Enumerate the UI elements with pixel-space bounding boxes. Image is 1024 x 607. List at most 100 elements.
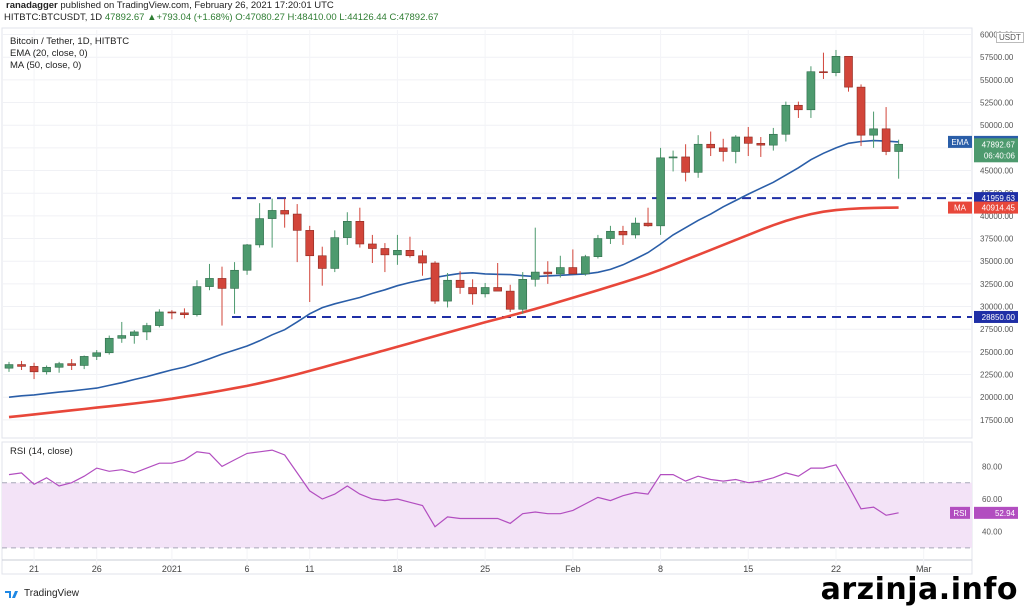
candle-body xyxy=(368,243,377,249)
candle-body xyxy=(292,213,302,231)
ema-legend[interactable]: EMA (20, close, 0) xyxy=(10,48,88,59)
time-tick-label: 22 xyxy=(831,564,841,574)
low-value: L:44126.44 xyxy=(339,12,387,23)
ma-tag: MA xyxy=(954,204,967,213)
candle-body xyxy=(806,71,816,111)
currency-unit[interactable]: USDT xyxy=(996,32,1024,43)
time-tick-label: 15 xyxy=(743,564,753,574)
candle-body xyxy=(706,143,715,149)
candle-body xyxy=(17,364,26,367)
candle-body xyxy=(180,312,189,315)
candle-body xyxy=(455,279,465,288)
candle-body xyxy=(4,364,14,369)
candle-body xyxy=(330,237,340,269)
candle-body xyxy=(317,255,327,269)
rsi-tick-label: 80.00 xyxy=(982,462,1003,471)
tradingview-icon xyxy=(5,590,18,598)
candle-body xyxy=(668,156,678,159)
tradingview-text: TradingView xyxy=(24,588,80,599)
candle-body xyxy=(831,55,841,73)
candle-body xyxy=(130,331,139,336)
candle-body xyxy=(192,286,202,315)
ma-price-label-bg xyxy=(974,201,1018,214)
resistance-price-label: 41959.63 xyxy=(982,194,1016,203)
ema20-line xyxy=(8,139,899,398)
support-price-label-bg xyxy=(974,310,1018,323)
candle-body xyxy=(92,352,102,357)
time-tick-label: 26 xyxy=(92,564,102,574)
price-tick-label: 25000.00 xyxy=(980,348,1014,357)
candle-body xyxy=(230,269,239,289)
price-tick-label: 30000.00 xyxy=(980,303,1014,312)
watermark: arzinja.info xyxy=(820,572,1018,607)
candle-body xyxy=(781,104,791,135)
price-tick-label: 57500.00 xyxy=(980,53,1014,62)
close-value: C:47892.67 xyxy=(389,12,439,23)
close-price-label: 47892.67 xyxy=(982,140,1016,149)
time-tick-label: 6 xyxy=(245,564,250,574)
candle-body xyxy=(581,256,590,275)
candle-body xyxy=(794,104,803,111)
price-tick-label: 32500.00 xyxy=(980,280,1014,289)
candle-body xyxy=(543,271,553,275)
price-tick-label: 27500.00 xyxy=(980,325,1014,334)
candle-body xyxy=(393,250,402,256)
rsi-tick-label: 40.00 xyxy=(982,528,1003,537)
candle-body xyxy=(493,287,502,292)
time-tick-label: Mar xyxy=(916,564,932,574)
candle-body xyxy=(844,55,853,88)
candle-body xyxy=(743,136,753,144)
candle-body xyxy=(167,311,177,314)
close-price-bg xyxy=(974,138,1018,163)
price-tick-label: 45000.00 xyxy=(980,167,1014,176)
candle-body xyxy=(443,279,452,302)
publish-info: ranadagger published on TradingView.com,… xyxy=(6,0,334,11)
time-tick-label: 18 xyxy=(392,564,402,574)
candle-body xyxy=(693,143,703,173)
countdown-label: 06:40:06 xyxy=(984,151,1016,160)
candle-body xyxy=(54,363,64,368)
price-tick-label: 52500.00 xyxy=(980,99,1014,108)
candle-body xyxy=(267,210,277,219)
rsi-line xyxy=(8,449,899,528)
rsi-tick-label: 60.00 xyxy=(982,495,1003,504)
price-tick-label: 17500.00 xyxy=(980,416,1014,425)
candle-body xyxy=(718,147,728,152)
ema-tag-bg xyxy=(948,135,972,148)
candle-body xyxy=(430,262,440,302)
candle-body xyxy=(869,128,878,136)
ma-tag-bg xyxy=(948,201,972,214)
candle-body xyxy=(205,278,214,287)
resistance-price-label-bg xyxy=(974,192,1018,205)
ma50-line xyxy=(8,206,899,419)
price-tick-label: 35000.00 xyxy=(980,257,1014,266)
high-value: H:48410.00 xyxy=(287,12,337,23)
time-tick-label: 25 xyxy=(480,564,490,574)
rsi-tag-bg xyxy=(950,506,970,519)
ohlc-readout: HITBTC:BTCUSDT, 1D 47892.67 ▲+793.04 (+1… xyxy=(4,12,439,23)
rsi-legend[interactable]: RSI (14, close) xyxy=(10,446,73,457)
ma-price-label: 40914.45 xyxy=(982,204,1016,213)
candle-body xyxy=(242,244,252,271)
tradingview-logo[interactable]: TradingView xyxy=(4,588,79,599)
candle-body xyxy=(618,230,628,236)
candle-body xyxy=(631,222,640,236)
support-price-label: 28850.00 xyxy=(982,313,1016,322)
price-tick-label: 50000.00 xyxy=(980,121,1014,130)
candle-body xyxy=(380,248,390,256)
candle-body xyxy=(405,250,415,257)
candle-body xyxy=(681,156,690,173)
candle-body xyxy=(769,133,778,146)
published-text: published on TradingView.com, February 2… xyxy=(60,0,334,11)
candle-body xyxy=(79,356,89,366)
ema-tag: EMA xyxy=(951,138,969,147)
time-tick-label: 11 xyxy=(305,564,314,574)
price-tick-label: 22500.00 xyxy=(980,371,1014,380)
ma-legend[interactable]: MA (50, close, 0) xyxy=(10,60,82,71)
time-tick-label: 2021 xyxy=(162,564,182,574)
time-tick-label: 21 xyxy=(29,564,39,574)
publisher-name: ranadagger xyxy=(6,0,58,11)
time-tick-label: 8 xyxy=(658,564,663,574)
candle-body xyxy=(505,290,515,310)
